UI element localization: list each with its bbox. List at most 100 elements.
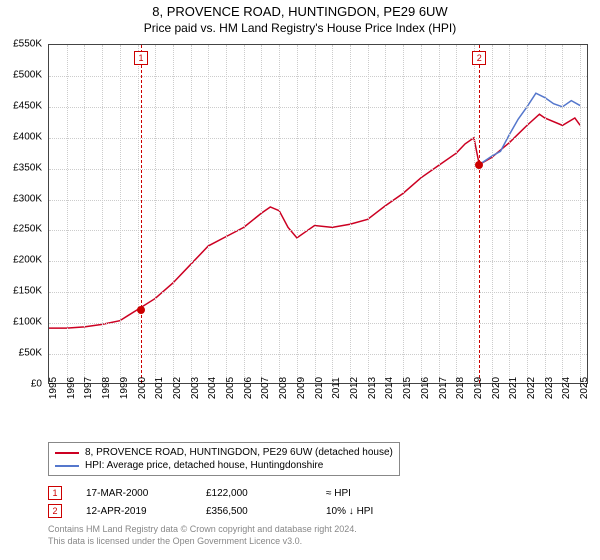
transaction-date: 17-MAR-2000 [86,488,182,499]
event-dot [137,306,145,314]
gridline-h [49,323,587,324]
gridline-v [120,45,121,383]
gridline-v [67,45,68,383]
gridline-h [49,354,587,355]
transaction-price: £122,000 [206,488,302,499]
x-axis-label: 2008 [278,377,289,399]
x-axis-label: 2011 [331,377,342,399]
transaction-date: 12-APR-2019 [86,506,182,517]
y-axis-label: £0 [31,379,42,390]
transaction-price: £356,500 [206,506,302,517]
legend-swatch [55,465,79,467]
x-axis-label: 2015 [402,377,413,399]
transaction-row: 2 12-APR-2019 £356,500 10% ↓ HPI [48,502,422,520]
legend-label: HPI: Average price, detached house, Hunt… [85,460,323,471]
gridline-v [155,45,156,383]
event-marker: 1 [134,51,148,65]
x-axis-label: 2002 [172,377,183,399]
x-axis-label: 2017 [438,377,449,399]
x-axis-label: 1995 [48,377,59,399]
gridline-h [49,200,587,201]
gridline-v [439,45,440,383]
x-axis-label: 2012 [349,377,360,399]
y-axis-label: £400K [13,131,42,142]
gridline-v [545,45,546,383]
gridline-v [492,45,493,383]
x-axis-label: 2006 [243,377,254,399]
plot-region: 12 [48,44,588,384]
gridline-v [226,45,227,383]
gridline-v [385,45,386,383]
footer-line2: This data is licensed under the Open Gov… [48,536,357,548]
gridline-v [509,45,510,383]
legend-swatch [55,452,79,454]
x-axis-label: 1997 [83,377,94,399]
y-axis-label: £200K [13,255,42,266]
series-hpi [479,93,580,164]
x-axis-label: 2019 [473,377,484,399]
x-axis-label: 2009 [296,377,307,399]
gridline-v [261,45,262,383]
x-axis-label: 2013 [367,377,378,399]
x-axis-label: 2025 [579,377,590,399]
gridline-v [368,45,369,383]
legend-item: HPI: Average price, detached house, Hunt… [55,459,393,472]
gridline-v [403,45,404,383]
gridline-h [49,107,587,108]
line-svg [49,45,589,385]
chart-title: 8, PROVENCE ROAD, HUNTINGDON, PE29 6UW [0,0,600,19]
gridline-v [474,45,475,383]
transaction-note: 10% ↓ HPI [326,506,422,517]
y-axis-label: £550K [13,39,42,50]
footer-line1: Contains HM Land Registry data © Crown c… [48,524,357,536]
x-axis-label: 2016 [420,377,431,399]
gridline-v [421,45,422,383]
chart-container: 8, PROVENCE ROAD, HUNTINGDON, PE29 6UW P… [0,0,600,560]
x-axis-label: 2020 [491,377,502,399]
y-axis-label: £50K [19,348,42,359]
x-axis-label: 2005 [225,377,236,399]
gridline-v [138,45,139,383]
chart-area: 12 £0£50K£100K£150K£200K£250K£300K£350K£… [48,44,588,404]
x-axis-label: 1999 [119,377,130,399]
x-axis-label: 2000 [137,377,148,399]
x-axis-label: 2023 [544,377,555,399]
x-axis-label: 2024 [561,377,572,399]
event-line [479,45,480,383]
gridline-v [315,45,316,383]
transaction-badge: 2 [48,504,62,518]
footer-attribution: Contains HM Land Registry data © Crown c… [48,524,357,547]
gridline-v [244,45,245,383]
x-axis-label: 1996 [66,377,77,399]
gridline-v [173,45,174,383]
event-marker: 2 [472,51,486,65]
y-axis-label: £350K [13,162,42,173]
x-axis-label: 2003 [190,377,201,399]
transaction-badge: 1 [48,486,62,500]
x-axis-label: 2022 [526,377,537,399]
x-axis-label: 2004 [207,377,218,399]
gridline-v [279,45,280,383]
gridline-h [49,292,587,293]
transaction-note: ≈ HPI [326,488,422,499]
chart-subtitle: Price paid vs. HM Land Registry's House … [0,19,600,41]
y-axis-label: £500K [13,69,42,80]
x-axis-label: 1998 [101,377,112,399]
y-axis-label: £100K [13,317,42,328]
transaction-table: 1 17-MAR-2000 £122,000 ≈ HPI 2 12-APR-2019 £35… [48,484,422,520]
x-axis-label: 2014 [384,377,395,399]
gridline-v [580,45,581,383]
event-dot [475,161,483,169]
y-axis-label: £250K [13,224,42,235]
x-axis-label: 2010 [314,377,325,399]
x-axis-label: 2001 [154,377,165,399]
y-axis-label: £450K [13,100,42,111]
gridline-v [208,45,209,383]
gridline-v [102,45,103,383]
x-axis-label: 2021 [508,377,519,399]
gridline-v [456,45,457,383]
gridline-v [527,45,528,383]
legend-label: 8, PROVENCE ROAD, HUNTINGDON, PE29 6UW (… [85,447,393,458]
gridline-h [49,230,587,231]
gridline-v [191,45,192,383]
